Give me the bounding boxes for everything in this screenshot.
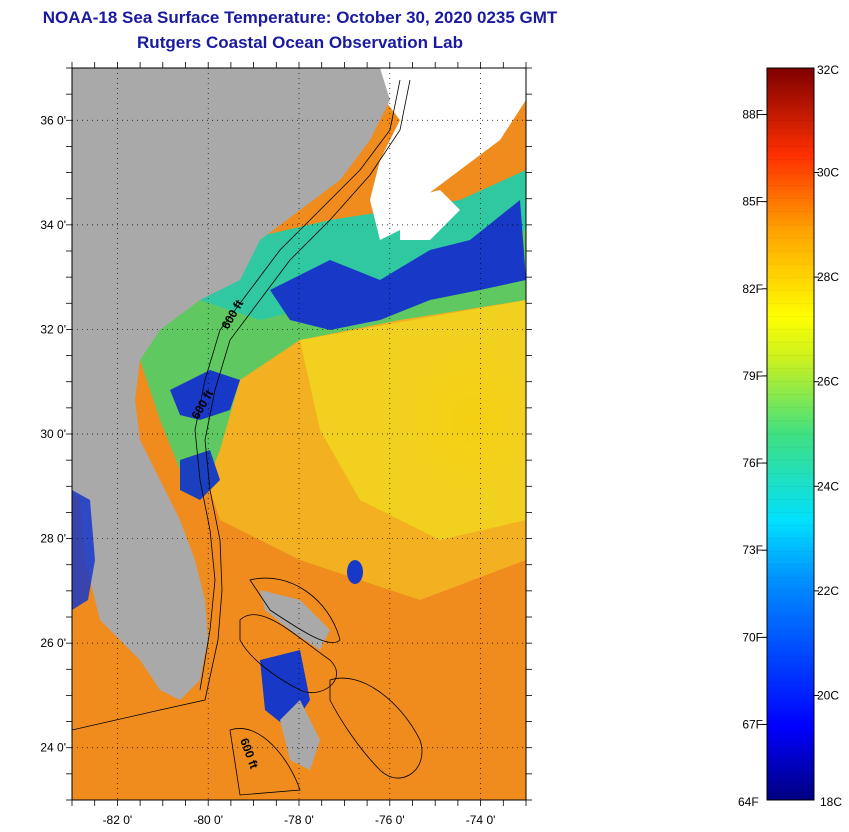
land-bahamas-south [280,700,320,770]
cloud-north [360,68,526,240]
colorbar-fahrenheit-labels: 88F 85F 82F 79F 76F 73F 70F 67F [742,107,767,731]
colorbar-f-label: 76F [742,456,763,470]
gulf-cold [72,490,95,610]
lon-label: -80 0' [193,813,223,827]
colorbar-c-label: 30C [817,166,839,180]
lat-label: 24 0' [40,741,66,755]
colorbar [766,67,815,801]
ocean-yellow-patch [400,330,526,510]
colorbar-c-label: 24C [817,479,839,493]
contour-bahamas-4 [229,728,301,796]
colorbar-f-label: 70F [742,630,763,644]
lat-label: 28 0' [40,532,66,546]
colorbar-top-label: 32C [817,63,839,77]
contour-bahamas-2 [249,577,341,644]
colorbar-bottom-right-label: 18C [820,795,842,809]
contour-bahamas-1 [239,614,337,694]
colorbar-c-label: 22C [817,584,839,598]
cold-patch-mid [170,370,240,420]
axis-ticks [66,62,532,806]
lat-label: 34 0' [40,218,66,232]
sst-image [72,68,526,800]
lon-label: -82 0' [103,813,133,827]
colorbar-f-label: 85F [742,195,763,209]
cold-patch-north [270,200,526,330]
latitude-labels: 36 0' 34 0' 32 0' 30 0' 28 0' 26 0' 24 0' [40,113,66,754]
contour-bahamas-3 [329,677,423,779]
lat-label: 36 0' [40,113,66,127]
colorbar-f-label: 73F [742,543,763,557]
colorbar-f-label: 88F [742,107,763,121]
colorbar-bands [767,80,814,801]
land-mainland [72,68,390,700]
cloud-patch [400,190,460,240]
colorbar-bottom-left-label: 64F [738,795,759,809]
colorbar-c-label: 20C [817,688,839,702]
figure-subtitle: Rutgers Coastal Ocean Observation Lab [137,33,463,52]
colorbar-c-label: 26C [817,375,839,389]
lon-label: -78 0' [284,813,314,827]
cold-spot [347,560,363,584]
colorbar-c-label: 28C [817,270,839,284]
longitude-labels: -82 0' -80 0' -78 0' -76 0' -74 0' [103,813,496,827]
colorbar-f-label: 82F [742,282,763,296]
graticule [72,68,526,800]
lon-label: -76 0' [375,813,405,827]
colorbar-celsius-labels: 30C 28C 26C 24C 22C 20C [814,166,839,702]
colorbar-f-label: 67F [742,717,763,731]
colorbar-f-label: 79F [742,369,763,383]
figure-title: NOAA-18 Sea Surface Temperature: October… [42,8,558,27]
gulf-warm [72,620,120,710]
land-bahamas-north [260,590,330,650]
lat-label: 30 0' [40,427,66,441]
lat-label: 32 0' [40,322,66,336]
contour-600ft [72,79,411,731]
lon-label: -74 0' [466,813,496,827]
lat-label: 26 0' [40,636,66,650]
contour-shelf [194,79,401,691]
